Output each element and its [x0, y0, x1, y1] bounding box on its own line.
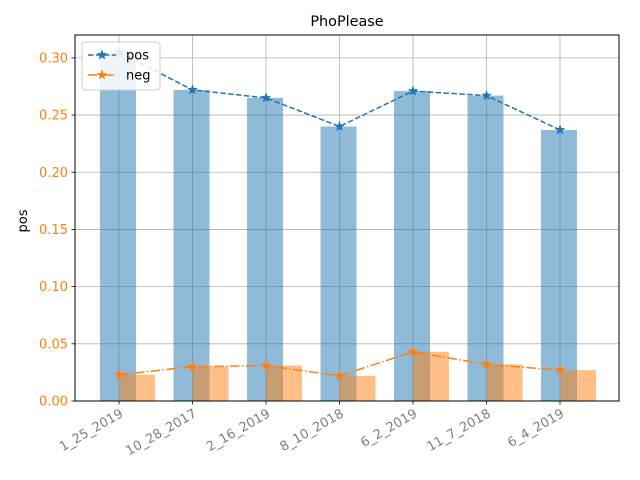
series-lines	[113, 46, 566, 381]
y-tick-label: 0.20	[39, 166, 68, 181]
legend: pos neg	[81, 41, 161, 91]
bar-pos	[173, 89, 210, 402]
y-tick-label: 0.05	[39, 337, 68, 352]
x-tick-label: 10_28_2017	[123, 406, 199, 459]
point-pos	[554, 124, 566, 135]
y-tick-label: 0.15	[39, 223, 68, 238]
bar-pos	[320, 126, 357, 401]
x-tick-label: 11_7_2018	[425, 406, 494, 454]
bar-pos	[541, 129, 577, 401]
bar-pos	[467, 95, 504, 402]
x-tick-label: 6_2_2019	[358, 406, 420, 450]
point-pos	[334, 120, 345, 132]
point-pos	[260, 92, 272, 103]
x-tick-label: 1_25_2019	[57, 406, 126, 454]
point-neg	[554, 364, 566, 375]
point-neg	[407, 346, 419, 357]
y-axis-label: pos	[16, 209, 31, 232]
bar-neg	[119, 374, 155, 401]
bar-pos	[247, 97, 283, 401]
point-neg	[260, 359, 272, 371]
x-tick-label: 6_4_2019	[505, 406, 567, 450]
legend-label-neg: neg	[126, 69, 151, 84]
y-tick-label: 0.00	[39, 395, 68, 410]
plot-frame	[74, 34, 620, 402]
legend-marker-neg	[96, 69, 108, 80]
bar-neg	[339, 375, 376, 401]
bar-neg	[192, 366, 229, 401]
point-pos	[481, 89, 492, 101]
y-tick-label: 0.30	[39, 51, 68, 66]
x-tick-label: 2_16_2019	[204, 406, 273, 454]
bar-neg	[560, 370, 596, 401]
bar-neg	[413, 351, 449, 401]
legend-marker-pos	[96, 49, 108, 60]
point-pos	[187, 84, 198, 95]
bar-pos	[100, 52, 136, 401]
chart-title: PhoPlease	[310, 14, 383, 30]
point-pos	[407, 85, 419, 96]
x-tick-label: 8_10_2018	[278, 406, 347, 454]
bar-neg	[266, 365, 302, 401]
point-neg	[334, 370, 345, 381]
point-neg	[481, 358, 492, 370]
y-tick-label: 0.25	[39, 109, 68, 124]
legend-label-pos: pos	[126, 49, 149, 64]
point-neg	[187, 360, 198, 372]
point-neg	[113, 368, 125, 380]
bars	[100, 52, 596, 402]
bar-neg	[486, 364, 523, 401]
y-tick-label: 0.10	[39, 280, 68, 295]
